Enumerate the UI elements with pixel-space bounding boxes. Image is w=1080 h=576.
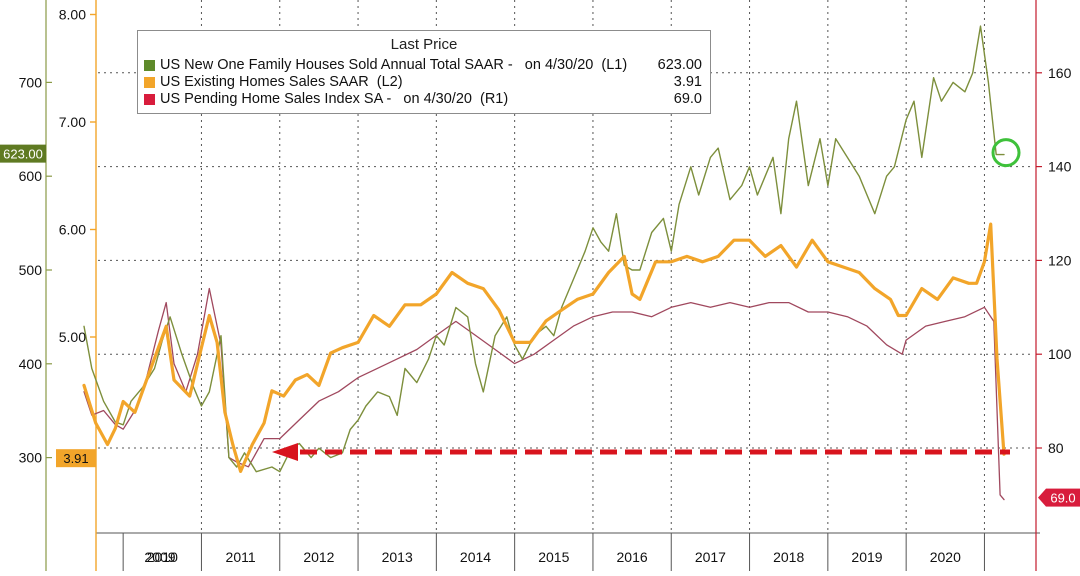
x-year-label: 2009 — [144, 549, 175, 565]
r1-tick-label: 80 — [1048, 440, 1064, 456]
axes — [45, 0, 1042, 571]
x-year-label: 2015 — [538, 549, 569, 565]
red-arrow-head-icon — [272, 443, 298, 461]
r1-badge-pointer — [1038, 488, 1046, 507]
x-year-label: 2013 — [382, 549, 413, 565]
l1-tick-label: 300 — [19, 450, 43, 466]
x-year-label: 2020 — [930, 549, 961, 565]
legend-label-existing-homes: US Existing Homes Sales SAAR (L2) — [160, 74, 403, 90]
l1-last-value-badge-text: 623.00 — [3, 147, 43, 162]
legend-label-pending-homes: US Pending Home Sales Index SA - on 4/30… — [160, 91, 509, 107]
x-year-label: 2010 — [147, 549, 178, 565]
l2-tick-label: 5.00 — [59, 329, 86, 345]
l1-tick-label: 500 — [19, 262, 43, 278]
l1-last-value-badge: 623.00 — [0, 144, 46, 163]
series-line-pending-homes — [83, 287, 1005, 501]
l2-tick-label: 6.00 — [59, 222, 86, 238]
r1-last-value-badge-box — [1046, 488, 1080, 507]
x-year-label: 2014 — [460, 549, 491, 565]
legend-title: Last Price — [390, 36, 458, 53]
l2-last-value-badge-box — [56, 449, 96, 468]
legend-value-existing-homes: 3.91 — [673, 74, 702, 90]
legend-swatch-pending-homes — [144, 94, 155, 105]
l2-last-value-badge: 3.91 — [56, 449, 96, 468]
legend-item-existing-homes: US Existing Homes Sales SAAR (L2) 3.91 — [144, 74, 702, 92]
x-year-label: 2018 — [773, 549, 804, 565]
l1-last-value-badge-box — [0, 144, 46, 163]
l2-tick-label: 8.00 — [59, 7, 86, 23]
x-year-label: 2017 — [695, 549, 726, 565]
legend-label-new-homes: US New One Family Houses Sold Annual Tot… — [160, 57, 628, 73]
legend-swatch-existing-homes — [144, 77, 155, 88]
x-year-label: 2012 — [303, 549, 334, 565]
grid-lines — [98, 0, 1034, 533]
l1-tick-label: 400 — [19, 356, 43, 372]
legend-value-pending-homes: 69.0 — [673, 91, 702, 107]
legend-item-pending-homes: US Pending Home Sales Index SA - on 4/30… — [144, 91, 702, 109]
highlight-circle-icon — [991, 138, 1021, 168]
series-lines — [82, 25, 1006, 501]
x-year-label: 2019 — [851, 549, 882, 565]
legend-item-new-homes: US New One Family Houses Sold Annual Tot… — [144, 57, 702, 75]
x-year-label: 2016 — [617, 549, 648, 565]
r1-last-value-badge: 69.0 — [1046, 488, 1080, 507]
r1-last-value-badge-text: 69.0 — [1050, 491, 1075, 506]
tick-labels: 700 600 500 400 300 8.00 7.00 6.00 5.00 160 140 120… — [19, 7, 1072, 566]
r1-tick-label: 140 — [1048, 159, 1072, 175]
l2-last-value-badge-text: 3.91 — [63, 451, 88, 466]
annotations: 623.00 3.91 69.0 — [0, 138, 1080, 507]
l2-tick-label: 7.00 — [59, 114, 86, 130]
l1-tick-label: 700 — [19, 74, 43, 90]
legend-swatch-new-homes — [144, 60, 155, 71]
r1-tick-label: 160 — [1048, 65, 1072, 81]
legend-value-new-homes: 623.00 — [657, 57, 702, 73]
r1-tick-label: 100 — [1048, 346, 1072, 362]
series-line-existing-homes — [82, 222, 1006, 473]
legend: Last Price US New One Family Houses Sold… — [137, 30, 711, 114]
r1-tick-label: 120 — [1048, 252, 1072, 268]
x-year-label: 2011 — [226, 549, 256, 565]
l1-tick-label: 600 — [19, 168, 43, 184]
